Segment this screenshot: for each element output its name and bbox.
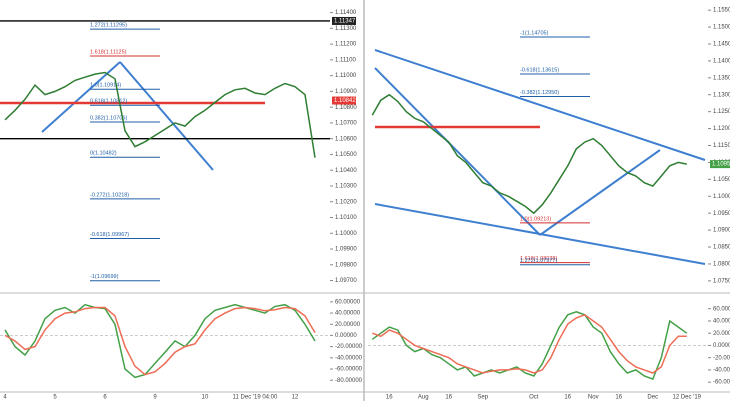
y-tick-label: 1.10300: [335, 184, 357, 190]
x-tick-label: Dec: [647, 395, 658, 401]
fib-label: -0.272(1.10218): [90, 192, 129, 198]
y-tick-label: 1.10500: [713, 177, 730, 183]
x-tick-label: Nov: [588, 395, 599, 401]
y-tick-label: 1.10900: [335, 89, 357, 95]
x-tick-label: 4: [3, 395, 7, 401]
y-tick-label: 40.00000: [713, 319, 730, 325]
series-line: [371, 93, 687, 215]
y-tick-label: 1.15500: [713, 8, 730, 14]
x-tick-label: 12 Dec '19: [673, 395, 702, 401]
fib-label: -0.618(1.13615): [520, 67, 559, 73]
price-tag-box: [332, 16, 356, 25]
y-tick-label: 1.15000: [713, 25, 730, 31]
y-tick-label: 40.00000: [335, 311, 361, 317]
price-tag-box: [332, 96, 356, 105]
trend-line: [119, 61, 214, 171]
series-line: [4, 71, 316, 158]
y-tick-label: 1.12000: [713, 126, 730, 132]
y-tick-label: 60.00000: [335, 299, 361, 305]
x-tick-label: 6: [103, 395, 107, 401]
trend-line: [374, 49, 706, 161]
fib-label: -1(1.14705): [520, 31, 549, 37]
y-tick-label: 1.14000: [713, 58, 730, 64]
trend-lines: [41, 49, 706, 265]
y-tick-label: 1.09500: [713, 211, 730, 217]
x-tick-label: 10: [202, 395, 209, 401]
y-tick-label: -80.00000: [335, 378, 363, 384]
x-tick-label: 5: [53, 395, 57, 401]
x-tick-label: Oct: [529, 395, 539, 401]
y-tick-label: -20.00000: [335, 344, 363, 350]
fib-label: 0.618(1.10812): [90, 99, 127, 105]
y-tick-label: 1.08000: [713, 262, 730, 268]
price-tag: 1.11347: [334, 19, 356, 25]
y-tick-label: 1.11500: [713, 143, 730, 149]
fib-label: -0.618(1.09967): [90, 232, 129, 238]
fib-label: 1.0(1.09213): [520, 216, 551, 222]
y-tick-label: 1.09000: [713, 228, 730, 234]
y-tick-label: 1.10600: [335, 136, 357, 142]
x-tick-label: 11 Dec '19 04:00: [233, 395, 278, 401]
y-tick-label: 1.11100: [335, 57, 356, 63]
y-tick-label: 60.00000: [713, 306, 730, 312]
y-tick-label: 1.09700: [335, 278, 357, 284]
y-tick-label: 0.00000: [335, 333, 357, 339]
y-tick-label: 1.11400: [335, 10, 357, 16]
y-tick-label: 1.10000: [713, 194, 730, 200]
fib-label: 1.618(1.11125): [90, 49, 127, 55]
fib-label: 0.382(1.10706): [90, 115, 127, 121]
x-tick-label: 16: [445, 395, 452, 401]
fib-label: 1.272(1.07977): [520, 258, 557, 264]
price-tag-box: [710, 160, 730, 169]
y-tick-label: 1.10700: [335, 121, 357, 127]
fib-label: -0.382(1.12950): [520, 90, 559, 96]
trend-line: [374, 67, 541, 236]
x-tick-label: Sep: [477, 395, 488, 401]
y-tick-label: 1.10500: [335, 152, 357, 158]
y-tick-label: 1.10400: [335, 168, 357, 174]
series-line: [372, 313, 687, 374]
price-tag: 1.10842: [334, 98, 356, 104]
y-tick-label: 1.11300: [335, 26, 357, 32]
y-tick-label: 0.00000: [713, 343, 730, 349]
series-line: [4, 303, 316, 379]
y-tick-label: -20.00000: [713, 355, 730, 361]
y-tick-label: 1.09900: [335, 247, 357, 253]
y-tick-label: 1.10000: [335, 231, 357, 237]
y-tick-label: 1.10200: [335, 199, 357, 205]
x-tick-label: Aug: [418, 395, 429, 401]
x-tick-label: 16: [386, 395, 393, 401]
y-tick-label: 20.00000: [713, 331, 730, 337]
fib-label: 1.0(1.10914): [90, 83, 121, 89]
y-tick-label: 1.08500: [713, 245, 730, 251]
x-tick-label: 12: [292, 395, 299, 401]
y-tick-label: 1.11200: [335, 42, 357, 48]
y-tick-label: -60.00000: [335, 367, 363, 373]
trend-line: [539, 149, 661, 236]
y-tick-label: 1.14500: [713, 42, 730, 48]
x-tick-label: 16: [564, 395, 571, 401]
price-tag: 1.10950: [712, 162, 730, 168]
y-tick-label: 1.11000: [335, 73, 357, 79]
y-tick-label: 1.07500: [713, 278, 730, 284]
y-tick-label: 1.10100: [335, 215, 357, 221]
y-tick-label: -40.00000: [335, 355, 363, 361]
y-tick-label: 1.13500: [713, 75, 730, 81]
fib-label: -1(1.09699): [90, 274, 119, 280]
series-line: [4, 306, 316, 376]
fib-label: 0(1.10482): [90, 151, 117, 157]
y-tick-label: -60.00000: [713, 380, 730, 386]
y-tick-label: 20.00000: [335, 322, 361, 328]
y-tick-label: -40.00000: [713, 368, 730, 374]
x-tick-label: 9: [153, 395, 157, 401]
y-tick-label: 1.10800: [335, 105, 357, 111]
x-tick-label: 16: [615, 395, 622, 401]
fib-label: 1.618(1.08038): [520, 256, 557, 262]
fib-label: 1.272(1.11295): [90, 23, 127, 29]
y-tick-label: 1.13000: [713, 92, 730, 98]
y-tick-label: 1.12500: [713, 109, 730, 115]
y-tick-label: 1.09800: [335, 262, 357, 268]
